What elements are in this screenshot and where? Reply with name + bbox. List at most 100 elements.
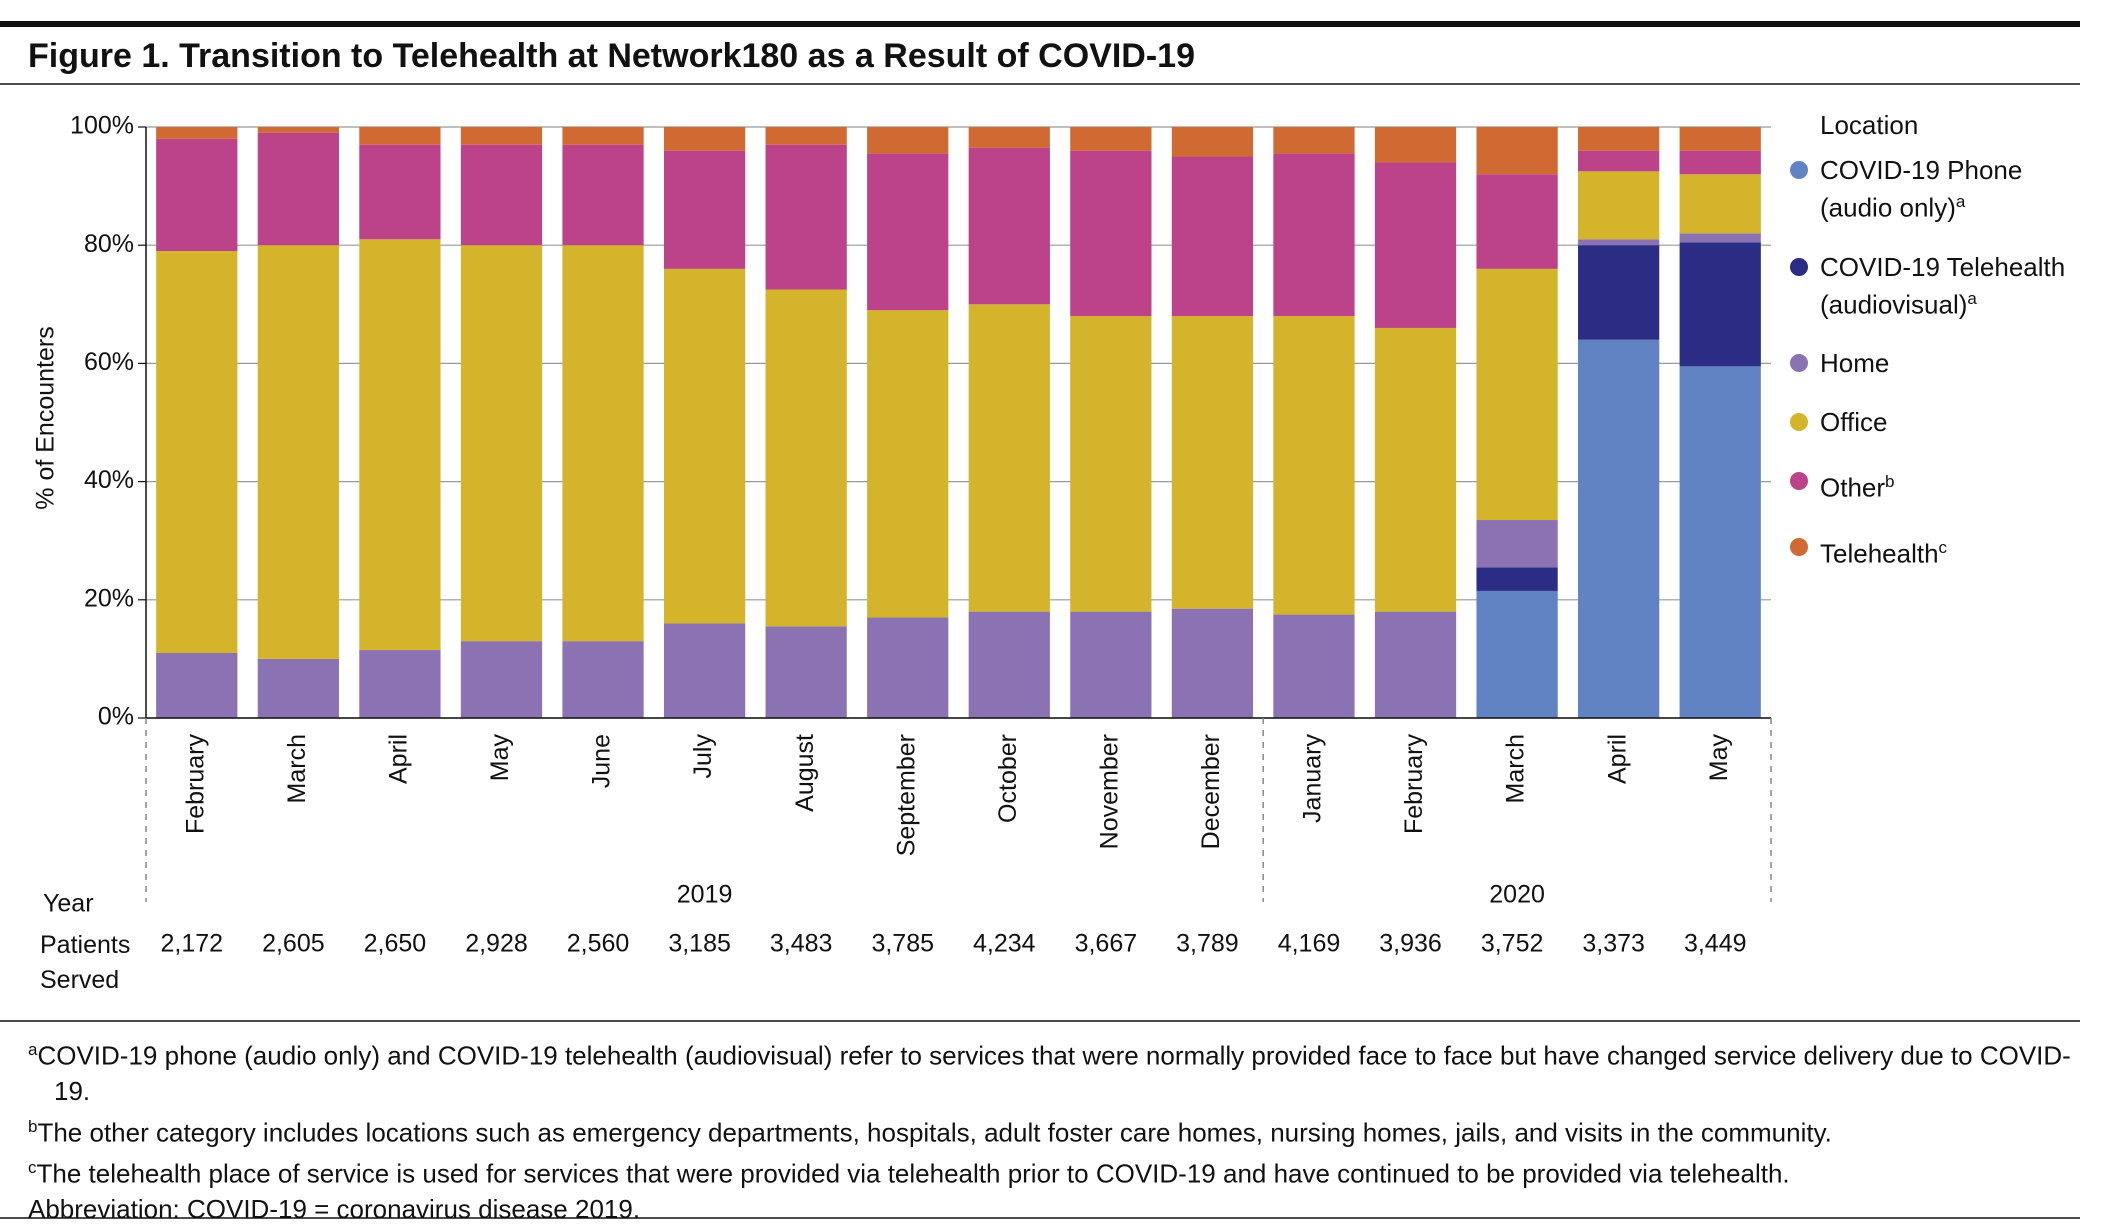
bar-segment <box>1578 127 1660 151</box>
bar-segment <box>968 127 1050 148</box>
legend-marker <box>1790 257 1808 276</box>
x-group-label: 2020 <box>1489 881 1545 909</box>
footnotes: aCOVID-19 phone (audio only) and COVID-1… <box>28 1032 2088 1227</box>
bar-segment <box>663 268 746 624</box>
bar-segment <box>359 239 441 651</box>
y-tick-label: 0% <box>98 703 134 731</box>
bar-segment <box>1578 150 1660 172</box>
x-tick-label: November <box>1095 734 1123 849</box>
x-tick-label: October <box>994 734 1022 823</box>
patients-served: 4,234 <box>973 930 1036 958</box>
bar-segment <box>460 245 543 642</box>
footnote-mark: c <box>28 1158 37 1178</box>
bar-segment <box>460 127 543 145</box>
bar-segment <box>156 127 238 139</box>
legend-text: COVID-19 Telehealth (audiovisual) <box>1820 251 2066 320</box>
y-tick-label: 80% <box>84 230 134 258</box>
bar-segment <box>359 127 441 145</box>
legend-marker <box>1790 413 1808 432</box>
legend-note: a <box>1967 288 1977 308</box>
patients-served: 3,789 <box>1176 930 1239 958</box>
bar-segment <box>1578 239 1660 246</box>
patients-served: 3,185 <box>668 930 731 958</box>
bar-segment <box>1273 316 1355 615</box>
footnote: cThe telehealth place of service is used… <box>28 1150 2088 1192</box>
bar-segment <box>968 611 1050 718</box>
bar-segment <box>1679 233 1761 243</box>
x-group-label: 2019 <box>677 881 733 909</box>
legend-label: Office <box>1820 407 2075 438</box>
x-tick-label: January <box>1299 734 1327 823</box>
legend-title: Location <box>1820 110 1919 140</box>
legend-text: Office <box>1820 407 1888 438</box>
bar-segment <box>1070 611 1152 718</box>
y-axis-label: % of Encounters <box>32 326 60 509</box>
legend-item: COVID-19 Phone (audio only)a <box>1790 155 2075 224</box>
patients-served-label: Patients Served <box>40 931 131 994</box>
legend-item: Otherb <box>1790 466 2075 504</box>
bar-segment <box>156 251 238 653</box>
legend-marker <box>1790 161 1808 179</box>
x-tick-label: May <box>1705 734 1733 782</box>
footnote-text: The other category includes locations su… <box>37 1117 1832 1148</box>
bar-segment <box>1476 127 1558 175</box>
bar-segment <box>1578 245 1660 340</box>
legend-text: Telehealth <box>1820 538 1939 569</box>
bar-segment <box>562 641 644 718</box>
bar-segment <box>562 144 644 246</box>
bar-segment <box>1476 567 1558 591</box>
bar-segment <box>257 658 339 718</box>
x-tick-label: February <box>181 734 209 835</box>
x-tick-label: September <box>892 734 920 856</box>
bar-segment <box>562 245 644 642</box>
patients-served: 3,752 <box>1481 930 1544 958</box>
y-tick-label: 60% <box>84 348 134 376</box>
bar-segment <box>1374 611 1457 718</box>
legend-item: COVID-19 Telehealth (audiovisual)a <box>1790 252 2075 321</box>
bar-segment <box>562 127 644 145</box>
y-tick-label: 100% <box>70 112 134 140</box>
legend-marker <box>1790 354 1808 373</box>
footnote: bThe other category includes locations s… <box>28 1109 2088 1151</box>
bar-segment <box>1476 174 1558 269</box>
bar-segment <box>765 626 847 718</box>
bar-segment <box>1578 171 1660 240</box>
bar-segment <box>1374 127 1457 163</box>
x-group-label: Year <box>43 890 94 918</box>
patients-served: 4,169 <box>1278 930 1341 958</box>
legend-item: Home <box>1790 348 2075 379</box>
bar-segment <box>1578 339 1660 718</box>
bar-segment <box>1679 127 1761 151</box>
patients-served: 3,667 <box>1075 930 1138 958</box>
legend-label: Telehealthc <box>1820 532 2075 570</box>
bar-segment <box>1679 242 1761 367</box>
x-tick-label: July <box>689 734 717 779</box>
footnote: aCOVID-19 phone (audio only) and COVID-1… <box>28 1032 2088 1109</box>
x-tick-label: March <box>1502 734 1530 803</box>
footnote-text: COVID-19 phone (audio only) and COVID-19… <box>37 1040 2071 1106</box>
footnote-mark: b <box>28 1116 38 1136</box>
legend-marker <box>1790 537 1808 556</box>
x-tick-label: June <box>588 734 616 788</box>
legend-note: a <box>1955 192 1966 211</box>
legend-text: COVID-19 Phone (audio only) <box>1820 155 2023 223</box>
bar-segment <box>663 623 746 718</box>
legend-label: COVID-19 Telehealth (audiovisual)a <box>1820 252 2075 321</box>
patients-served: 2,560 <box>567 930 630 958</box>
bar-segment <box>1273 153 1355 317</box>
bar-segment <box>1171 127 1254 157</box>
abbreviation: Abbreviation: COVID-19 = coronavirus dis… <box>28 1193 641 1224</box>
bar-segment <box>156 652 238 718</box>
bar-segment <box>359 144 441 240</box>
bar-segment <box>968 147 1050 305</box>
patients-served: 2,172 <box>161 930 224 958</box>
legend-item: Telehealthc <box>1790 532 2075 570</box>
patients-served: 3,483 <box>770 930 833 958</box>
bar-segment <box>765 127 847 145</box>
bar-segment <box>1476 268 1558 521</box>
y-tick-label: 20% <box>84 584 134 612</box>
bar-segment <box>765 144 847 290</box>
bar-segment <box>1070 316 1152 612</box>
patients-served: 3,785 <box>871 930 934 958</box>
